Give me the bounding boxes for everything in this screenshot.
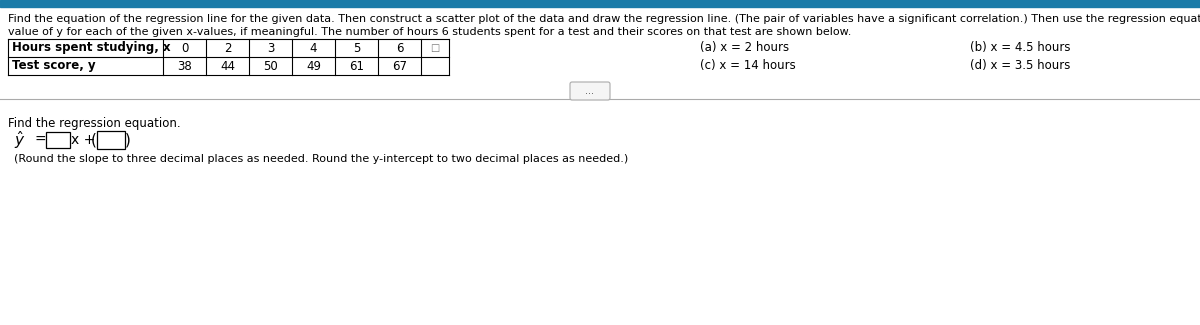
Text: (c) x = 14 hours: (c) x = 14 hours xyxy=(700,59,796,72)
Text: value of y for each of the given x-values, if meaningful. The number of hours 6 : value of y for each of the given x-value… xyxy=(8,27,851,37)
Text: 44: 44 xyxy=(220,59,235,72)
Text: (Round the slope to three decimal places as needed. Round the y-intercept to two: (Round the slope to three decimal places… xyxy=(14,154,629,164)
Text: (b) x = 4.5 hours: (b) x = 4.5 hours xyxy=(970,41,1070,54)
Text: x +: x + xyxy=(71,133,95,147)
Text: 4: 4 xyxy=(310,42,317,55)
Text: 50: 50 xyxy=(263,59,278,72)
Text: □: □ xyxy=(431,43,439,53)
Text: 3: 3 xyxy=(266,42,274,55)
Text: Hours spent studying, x: Hours spent studying, x xyxy=(12,42,170,55)
Text: (a) x = 2 hours: (a) x = 2 hours xyxy=(700,41,790,54)
Text: 5: 5 xyxy=(353,42,360,55)
Text: 38: 38 xyxy=(178,59,192,72)
Text: Find the equation of the regression line for the given data. Then construct a sc: Find the equation of the regression line… xyxy=(8,14,1200,24)
Text: Find the regression equation.: Find the regression equation. xyxy=(8,117,181,130)
Text: 49: 49 xyxy=(306,59,322,72)
Text: 61: 61 xyxy=(349,59,364,72)
Text: (: ( xyxy=(91,133,97,148)
Bar xyxy=(0,0,1200,7)
Text: 6: 6 xyxy=(396,42,403,55)
Text: 67: 67 xyxy=(392,59,407,72)
Text: 2: 2 xyxy=(223,42,232,55)
Text: ): ) xyxy=(125,133,131,148)
Text: $\hat{y}$: $\hat{y}$ xyxy=(14,129,25,151)
Text: 0: 0 xyxy=(181,42,188,55)
Text: (d) x = 3.5 hours: (d) x = 3.5 hours xyxy=(970,59,1070,72)
FancyBboxPatch shape xyxy=(570,82,610,100)
FancyBboxPatch shape xyxy=(97,131,125,149)
FancyBboxPatch shape xyxy=(46,132,70,148)
Text: Test score, y: Test score, y xyxy=(12,59,96,72)
Text: =: = xyxy=(34,133,46,147)
Text: ...: ... xyxy=(586,86,594,96)
